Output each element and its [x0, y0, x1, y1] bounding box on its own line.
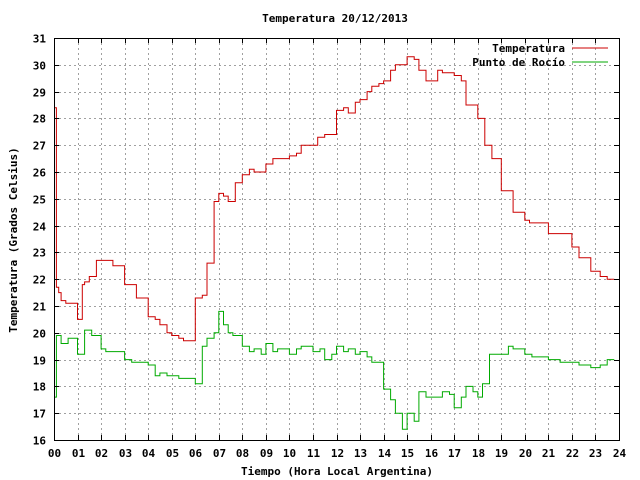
y-tick-label: 17 [33, 408, 46, 421]
x-tick-label: 23 [589, 447, 602, 460]
y-tick-label: 30 [33, 60, 46, 73]
x-tick-label: 16 [425, 447, 439, 460]
x-tick-label: 07 [213, 447, 226, 460]
tick-labels: 00 01 02 03 04 05 06 07 08 09 10 11 12 13 14 15 16 17 18 19… [33, 33, 627, 461]
y-tick-label: 29 [33, 87, 46, 100]
series-layer [54, 56, 615, 430]
x-tick-label: 09 [260, 447, 273, 460]
x-tick-label: 14 [378, 447, 392, 460]
x-tick-label: 05 [166, 447, 179, 460]
series-line-1 [54, 56, 615, 342]
x-tick-label: 06 [189, 447, 203, 460]
x-tick-label: 10 [283, 447, 296, 460]
x-tick-label: 00 [48, 447, 61, 460]
x-tick-label: 12 [331, 447, 344, 460]
x-tick-label: 21 [542, 447, 556, 460]
x-tick-label: 13 [354, 447, 367, 460]
y-tick-label: 20 [33, 328, 46, 341]
x-tick-label: 02 [95, 447, 108, 460]
y-tick-label: 24 [33, 221, 47, 234]
x-tick-label: 08 [236, 447, 249, 460]
y-tick-label: 27 [33, 140, 46, 153]
y-tick-label: 26 [33, 167, 47, 180]
x-tick-label: 03 [119, 447, 132, 460]
legend-label: Punto de Rocío [472, 56, 565, 69]
chart-title: Temperatura 20/12/2013 [262, 12, 408, 25]
y-tick-label: 28 [33, 113, 46, 126]
y-tick-label: 22 [33, 274, 46, 287]
x-tick-label: 11 [307, 447, 321, 460]
legend-label: Temperatura [492, 42, 565, 55]
grid [54, 38, 619, 440]
series-line-2 [54, 310, 615, 430]
y-tick-label: 21 [33, 301, 47, 314]
x-tick-label: 01 [72, 447, 86, 460]
y-tick-label: 31 [33, 33, 47, 46]
y-tick-label: 16 [33, 435, 47, 448]
x-tick-label: 19 [495, 447, 508, 460]
x-tick-label: 24 [613, 447, 627, 460]
y-tick-label: 23 [33, 247, 46, 260]
y-tick-label: 19 [33, 355, 46, 368]
x-axis-label: Tiempo (Hora Local Argentina) [241, 465, 433, 478]
x-tick-label: 15 [401, 447, 414, 460]
y-tick-label: 18 [33, 381, 46, 394]
x-tick-label: 20 [519, 447, 532, 460]
x-tick-label: 04 [142, 447, 156, 460]
x-tick-label: 22 [566, 447, 579, 460]
y-axis-label: Temperatura (Grados Celsius) [7, 147, 20, 332]
x-tick-label: 18 [472, 447, 485, 460]
x-tick-label: 17 [448, 447, 461, 460]
y-tick-label: 25 [33, 194, 46, 207]
